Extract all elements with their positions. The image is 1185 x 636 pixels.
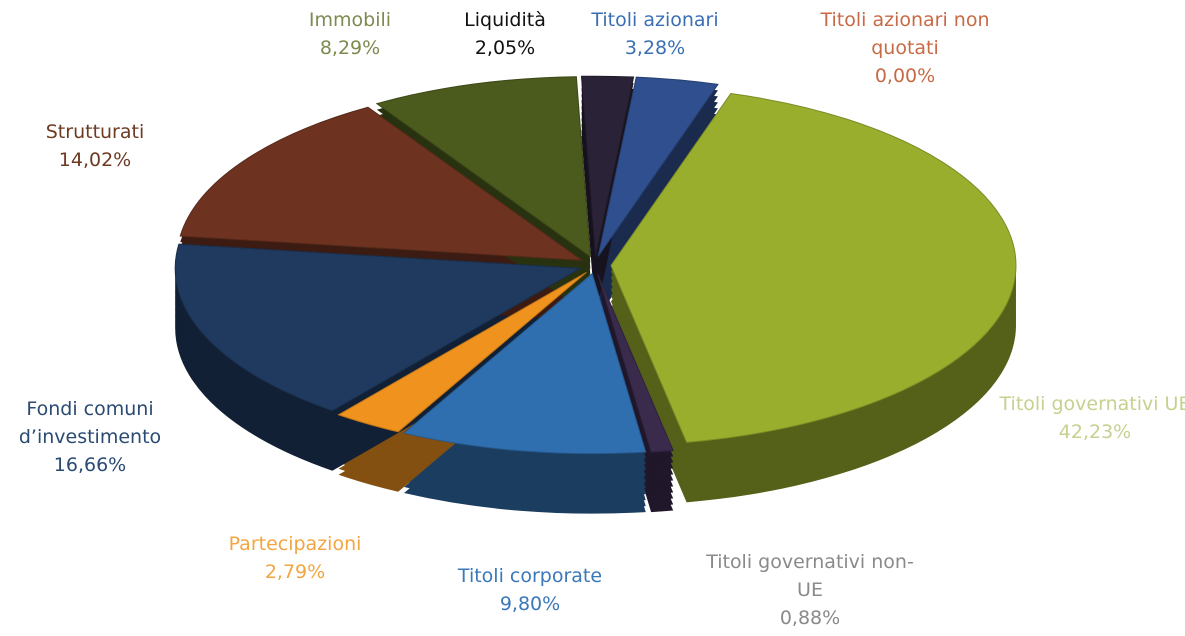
slice [610, 93, 1017, 443]
category-name: Liquidità [464, 9, 546, 31]
category-name: Titoli corporate [457, 565, 603, 587]
category-name: Titoli governativi non-UE [706, 551, 914, 601]
slice-label: Partecipazioni 2,79% [195, 530, 395, 586]
category-name: Titoli governativi UE [999, 393, 1185, 415]
category-name: Fondi comuni d’investimento [18, 398, 162, 448]
slice [402, 272, 647, 455]
slice-label: Titoli governativi UE 42,23% [995, 390, 1185, 446]
slice-label: Titoli azionari 3,28% [555, 6, 755, 62]
slice-label: Immobili 8,29% [270, 6, 430, 62]
slice-label: Fondi comuni d’investimento 16,66% [0, 395, 185, 479]
category-name: Immobili [308, 9, 392, 31]
value-label: 3,28% [624, 37, 686, 59]
value-label: 0,88% [779, 607, 841, 629]
slice [337, 271, 587, 433]
value-label: 42,23% [1058, 421, 1132, 443]
category-name: Partecipazioni [228, 533, 362, 555]
value-label: 9,80% [499, 593, 561, 615]
slice-label: Titoli azionari non quotati 0,00% [785, 6, 1025, 90]
value-label: 16,66% [53, 454, 127, 476]
slice [597, 273, 674, 453]
slice [179, 106, 584, 261]
value-label: 2,05% [474, 37, 536, 59]
category-name: Strutturati [45, 121, 145, 143]
value-label: 0,00% [874, 65, 936, 87]
value-label: 2,79% [264, 561, 326, 583]
slice-label: Strutturati 14,02% [5, 118, 185, 174]
category-name: Titoli azionari non quotati [820, 9, 990, 59]
slice-label: Liquidità 2,05% [445, 6, 565, 62]
category-name: Titoli azionari [591, 9, 719, 31]
slice [580, 75, 635, 257]
slice-label: Titoli corporate 9,80% [420, 562, 640, 618]
pie-tops [174, 75, 1017, 455]
slice [174, 243, 582, 412]
value-label: 8,29% [319, 37, 381, 59]
slice [597, 76, 719, 257]
slice-label: Titoli governativi non-UE 0,88% [700, 548, 920, 632]
value-label: 14,02% [58, 149, 132, 171]
slice [375, 76, 591, 258]
